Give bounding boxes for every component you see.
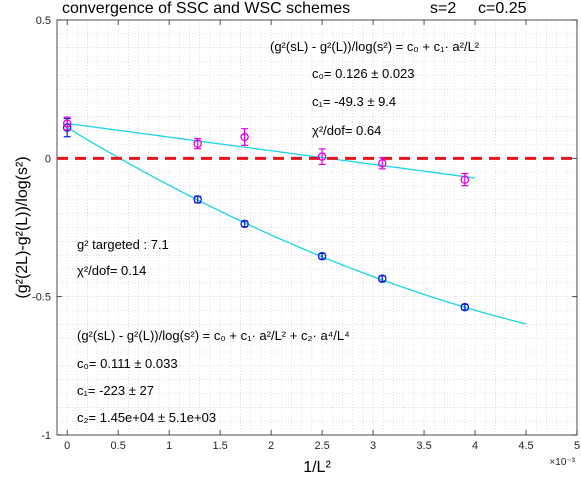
wsc-c1: c₁= -49.3 ± 9.4 xyxy=(312,94,397,109)
x-tick-label: 3.5 xyxy=(416,440,431,452)
axes-box xyxy=(56,19,578,436)
ssc-c0: c₀= 0.111 ± 0.033 xyxy=(77,356,178,371)
plot-area xyxy=(57,20,577,435)
y-axis-label: (g²(2L)-g²(L))/log(s²) xyxy=(14,156,31,298)
fit-curve-1 xyxy=(66,127,527,325)
x-exponent-label: ×10⁻³ xyxy=(549,457,575,468)
data-point xyxy=(240,132,249,142)
x-tick-label: 2 xyxy=(268,440,274,452)
wsc-c0: c₀= 0.126 ± 0.023 xyxy=(312,66,415,81)
x-tick-label: 0.5 xyxy=(111,440,126,452)
y-tick-label: 0.5 xyxy=(36,15,51,27)
ssc-fit-formula: (g²(sL) - g²(L))/log(s²) = c₀ + c₁· a²/L… xyxy=(77,328,350,343)
s-label: s=2 xyxy=(430,0,457,17)
data-point xyxy=(317,152,327,161)
x-tick-label: 1.5 xyxy=(212,440,227,452)
y-tick-label: -1 xyxy=(41,430,51,442)
fit-curve-2 xyxy=(67,122,476,179)
data-point xyxy=(460,302,470,312)
y-tick-label: 0 xyxy=(45,153,51,165)
data-point xyxy=(378,159,387,168)
x-tick-label: 4.5 xyxy=(518,440,533,452)
ssc-chi2: χ²/dof= 0.14 xyxy=(77,263,147,278)
y-tick-label: -0.5 xyxy=(32,292,51,304)
x-tick-label: 4 xyxy=(472,440,478,452)
chart-title: convergence of SSC and WSC schemes xyxy=(62,0,351,17)
x-tick-label: 2.5 xyxy=(314,440,329,452)
data-point xyxy=(193,195,202,204)
data-point xyxy=(193,139,202,148)
ssc-c2: c₂= 1.45e+04 ± 5.1e+03 xyxy=(77,410,217,425)
wsc-chi2: χ²/dof= 0.64 xyxy=(312,123,382,138)
g2-targeted: g² targeted : 7.1 xyxy=(77,237,169,252)
data-point xyxy=(460,175,470,184)
x-tick-label: 5 xyxy=(574,440,580,452)
data-point xyxy=(317,252,327,261)
x-axis-label: 1/L² xyxy=(303,459,331,476)
data-point xyxy=(240,219,249,229)
ssc-c1: c₁= -223 ± 27 xyxy=(77,383,154,398)
x-tick-label: 3 xyxy=(370,440,376,452)
x-tick-label: 0 xyxy=(64,440,70,452)
c-label: c=0.25 xyxy=(478,0,527,17)
data-point xyxy=(62,119,72,128)
wsc-fit-formula: (g²(sL) - g²(L))/log(s²) = c₀ + c₁· a²/L… xyxy=(270,39,480,54)
data-point xyxy=(378,274,387,283)
x-tick-label: 1 xyxy=(166,440,172,452)
